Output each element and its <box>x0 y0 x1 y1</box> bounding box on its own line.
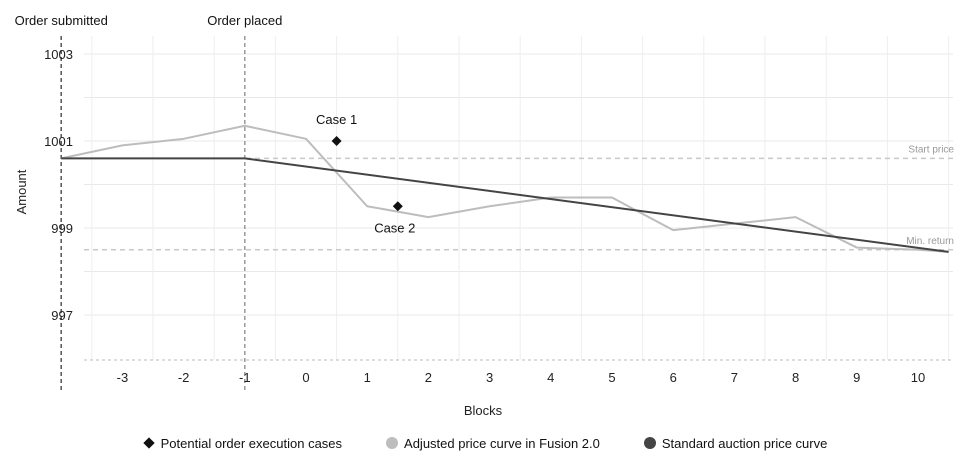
x-tick-label: 7 <box>731 370 738 385</box>
vertical-marker-label: Order submitted <box>15 13 108 28</box>
legend: Potential order execution cases Adjusted… <box>0 428 972 458</box>
x-tick-label: 10 <box>911 370 925 385</box>
case-marker <box>331 136 342 146</box>
series-line-adjusted <box>60 124 949 253</box>
legend-item-adjusted: Adjusted price curve in Fusion 2.0 <box>386 436 600 451</box>
y-tick-label: 1001 <box>44 134 73 149</box>
circle-icon <box>643 437 656 449</box>
x-tick-label: 5 <box>608 370 615 385</box>
y-tick-labels: 997 999 1001 1003 <box>44 47 73 323</box>
y-tick-label: 997 <box>51 308 73 323</box>
x-tick-label: 2 <box>425 370 432 385</box>
legend-item-cases: Potential order execution cases <box>142 435 343 451</box>
legend-label-standard: Standard auction price curve <box>661 435 828 451</box>
x-tick-label: -1 <box>239 370 251 385</box>
legend-item-standard: Standard auction price curve <box>643 435 828 451</box>
reference-line-label: Start price <box>908 144 954 155</box>
y-tick-label: 1003 <box>44 47 73 62</box>
reference-line-label: Min. return <box>906 236 954 247</box>
case-label: Case 1 <box>316 112 357 127</box>
case-markers: Case 1 Case 2 <box>316 112 415 235</box>
diamond-icon <box>142 437 155 449</box>
x-tick-label: 1 <box>364 370 371 385</box>
series-lines <box>60 124 949 253</box>
case-label: Case 2 <box>374 220 415 235</box>
case-marker <box>392 201 403 212</box>
legend-label-cases: Potential order execution cases <box>160 435 343 451</box>
x-tick-label: -2 <box>178 370 190 385</box>
y-tick-label: 999 <box>51 221 73 236</box>
x-tick-label: 4 <box>547 370 554 385</box>
series-line-standard <box>61 157 949 253</box>
grid <box>84 36 953 361</box>
x-tick-label: 3 <box>486 370 493 385</box>
x-tick-label: 6 <box>670 370 677 385</box>
x-tick-label: 0 <box>302 370 309 385</box>
vertical-markers: Order submitted Order placed <box>15 13 282 390</box>
x-tick-labels: -3 -2 -1 0 1 2 3 4 5 6 7 8 9 10 <box>117 370 926 385</box>
legend-label-adjusted: Adjusted price curve in Fusion 2.0 <box>404 435 600 451</box>
circle-icon <box>386 437 399 449</box>
x-tick-label: -3 <box>117 370 129 385</box>
x-axis-label: Blocks <box>464 403 503 418</box>
vertical-marker-label: Order placed <box>207 13 282 28</box>
x-tick-label: 8 <box>792 370 799 385</box>
y-axis-label: Amount <box>14 169 29 214</box>
x-tick-label: 9 <box>853 370 860 385</box>
